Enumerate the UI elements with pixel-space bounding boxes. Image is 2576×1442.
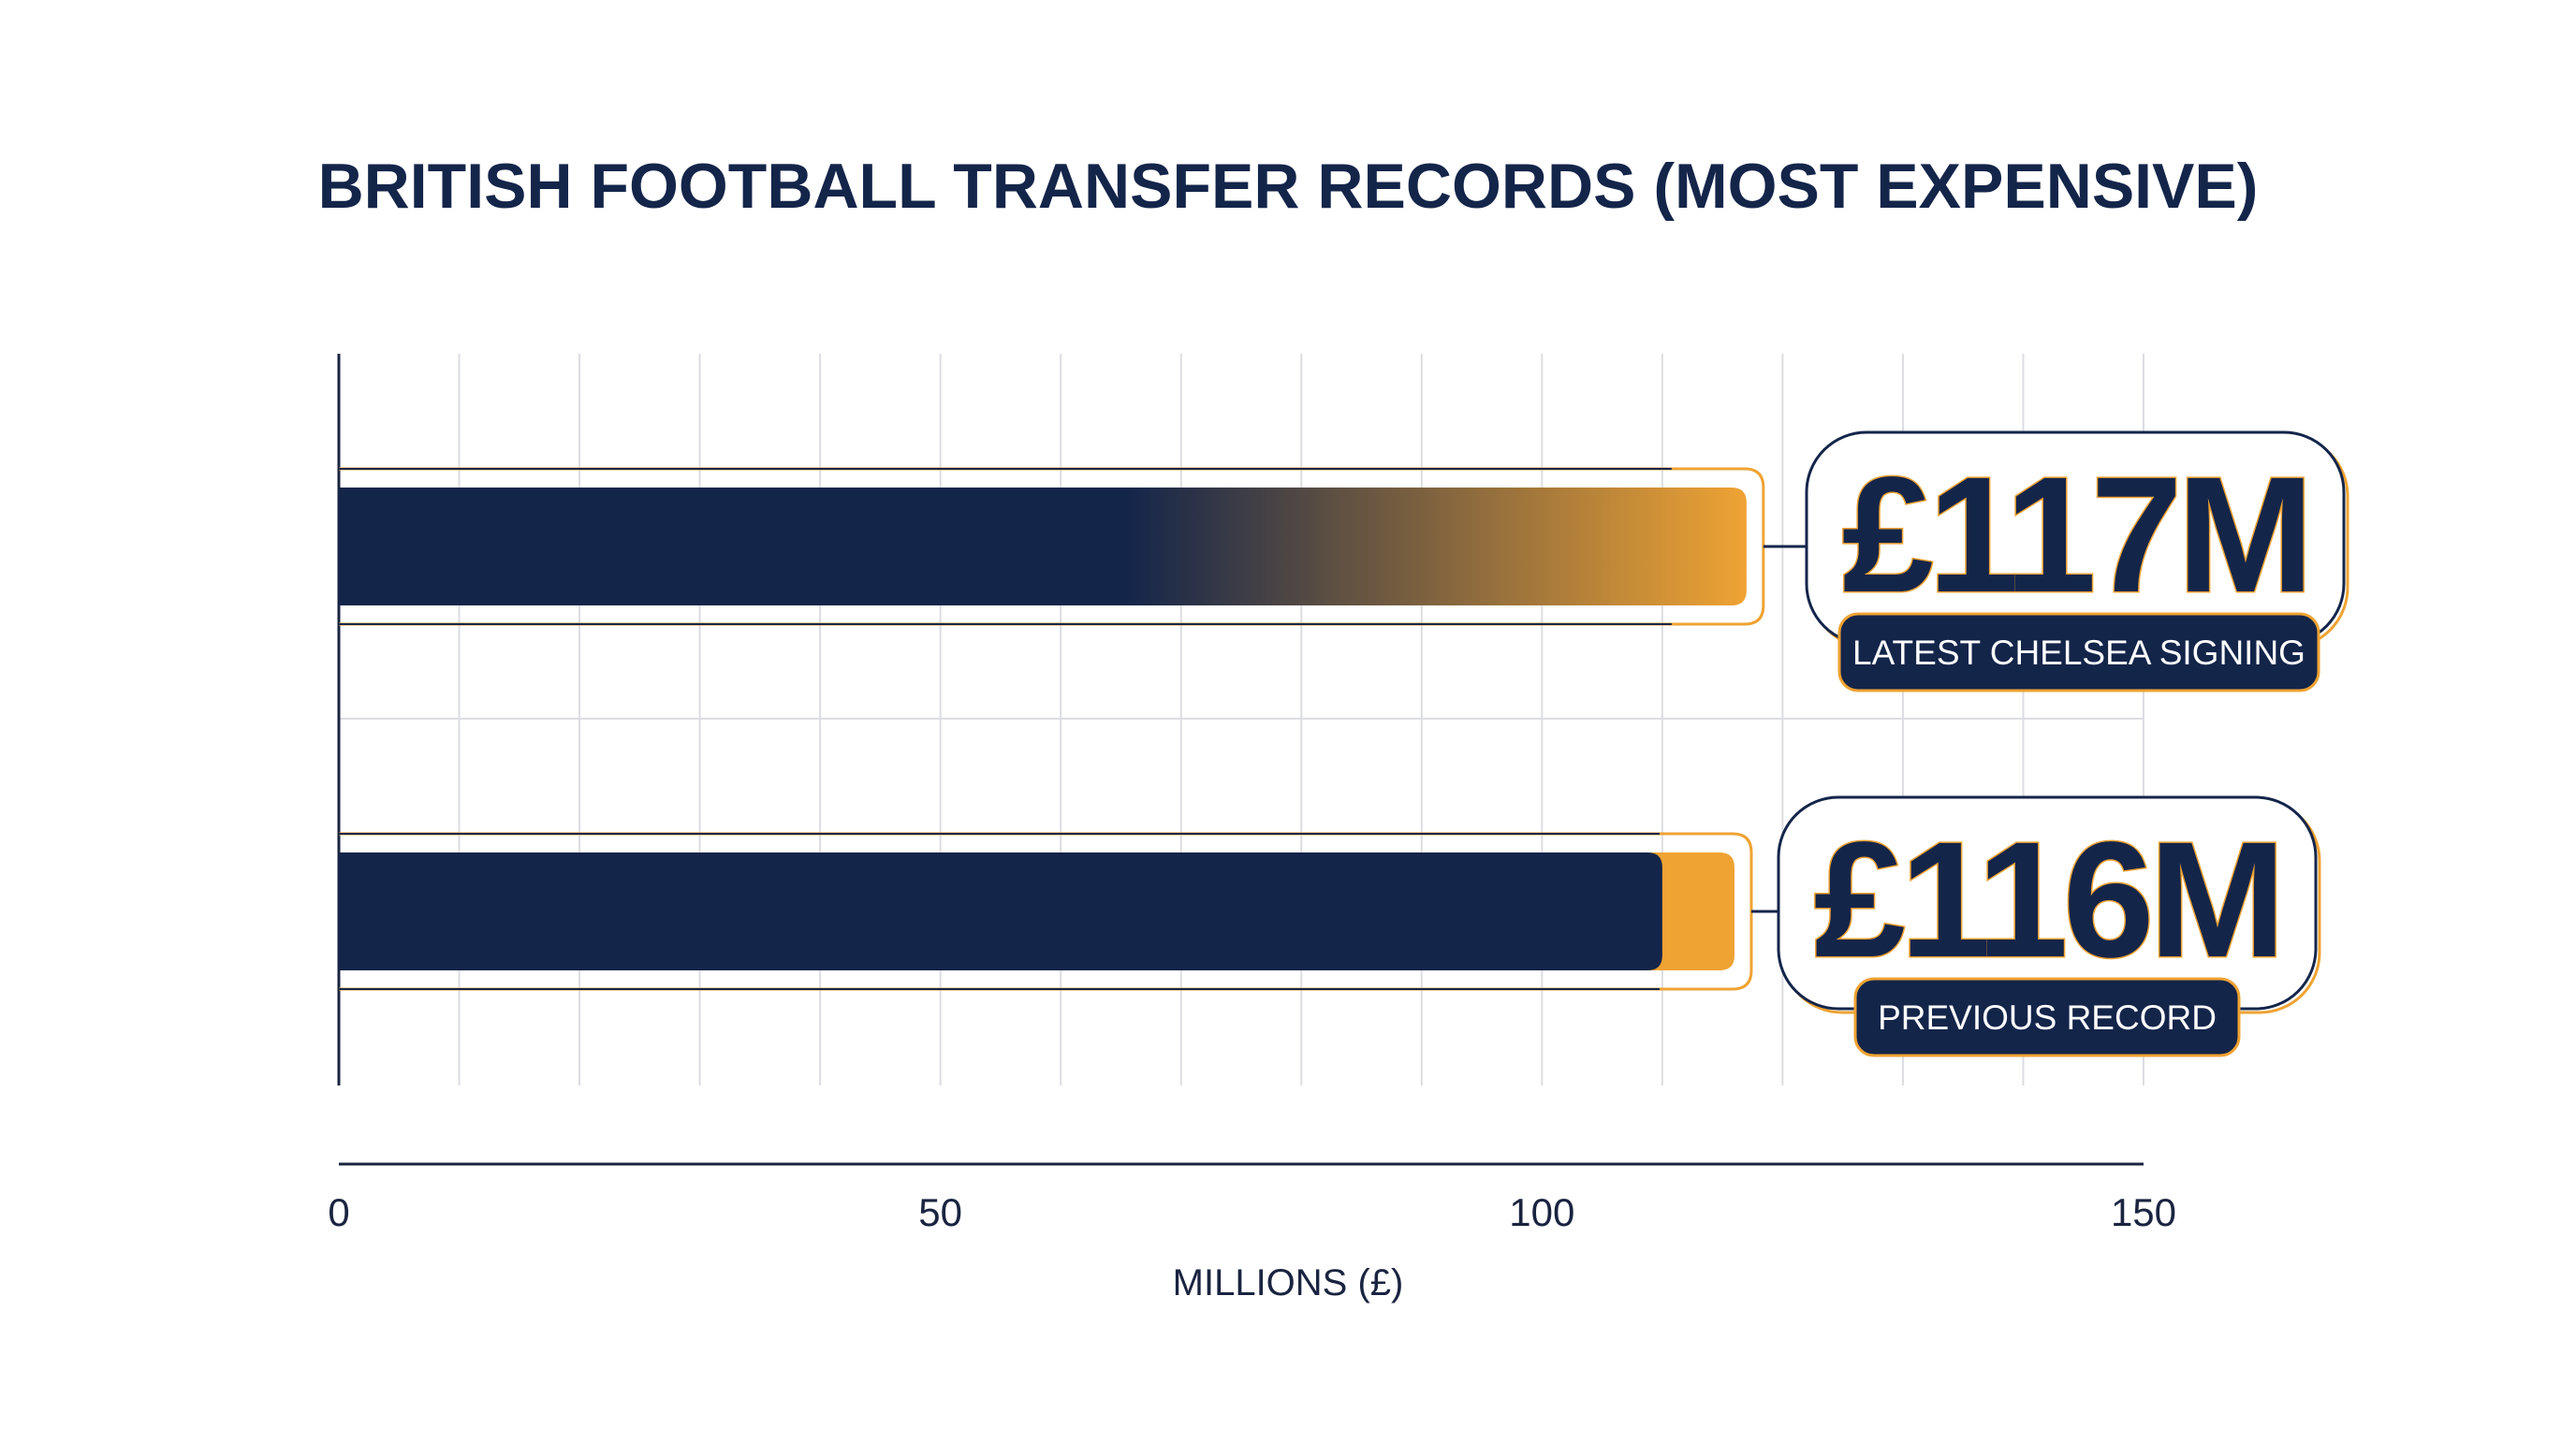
x-tick-label: 0	[328, 1190, 349, 1234]
x-tick-label: 50	[918, 1190, 962, 1234]
bar-group: £116M PREVIOUS RECORD	[339, 795, 2321, 1057]
bar-value-label: £117M	[1842, 444, 2308, 627]
bar-value-label: £116M	[1814, 808, 2280, 992]
x-tick-label: 100	[1509, 1190, 1574, 1234]
bar	[339, 488, 1747, 605]
x-axis-label: MILLIONS (£)	[1173, 1262, 1404, 1304]
bars-layer: £117M LATEST CHELSEA SIGNING £116M PREVIOUS…	[339, 430, 2349, 1057]
x-tick-label: 150	[2111, 1190, 2176, 1234]
tag-pill	[1853, 977, 2241, 1057]
tag-label: LATEST CHELSEA SIGNING	[1852, 634, 2305, 672]
chart-title: BRITISH FOOTBALL TRANSFER RECORDS (MOST …	[318, 151, 2259, 222]
bar	[339, 852, 1662, 970]
tag-pill	[1837, 612, 2320, 692]
bar-group: £117M LATEST CHELSEA SIGNING	[339, 430, 2349, 692]
x-axis: 0 50 100 150	[328, 1162, 2176, 1234]
tag-label: PREVIOUS RECORD	[1878, 998, 2217, 1037]
